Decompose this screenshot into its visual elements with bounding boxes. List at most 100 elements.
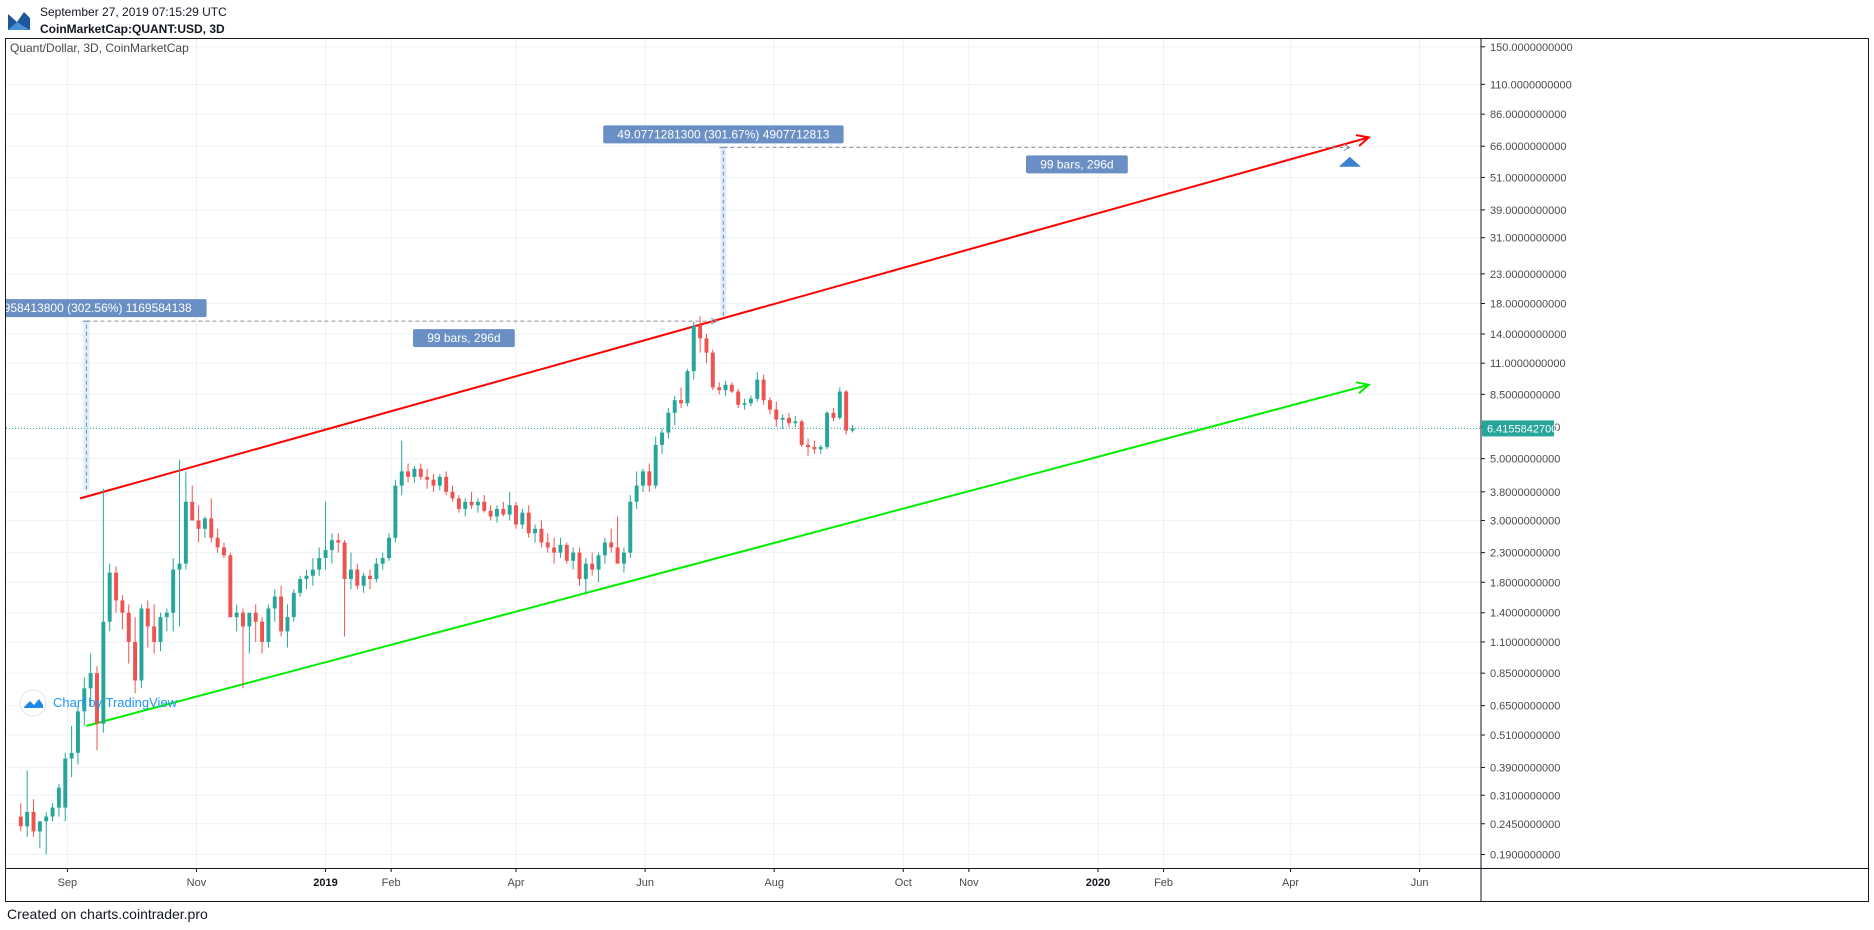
y-tick-label: 1.8000000000	[1490, 577, 1560, 589]
candle-body	[704, 338, 709, 353]
candle-body	[18, 816, 23, 827]
candle-body	[755, 379, 760, 399]
candle-body	[825, 412, 830, 448]
y-tick-label: 3.8000000000	[1490, 487, 1560, 499]
candle-body	[37, 821, 42, 832]
x-tick-label: Oct	[895, 877, 912, 889]
candle-body	[666, 412, 671, 433]
bars-label-box	[1026, 155, 1128, 174]
y-tick-label: 23.0000000000	[1490, 269, 1566, 281]
measure-label-text: 49.0771281300 (301.67%) 4907712813	[617, 127, 830, 141]
support-arrowhead	[1355, 381, 1372, 395]
chart-header: September 27, 2019 07:15:29 UTC CoinMark…	[0, 0, 1874, 40]
candle-body	[222, 547, 226, 556]
candle-body	[304, 575, 309, 579]
y-tick-label: 2.3000000000	[1490, 548, 1560, 560]
measure-label-box	[603, 125, 844, 144]
candle-body	[209, 518, 214, 538]
candle-body	[761, 379, 766, 401]
candle-body	[806, 444, 811, 448]
y-tick-label: 0.3100000000	[1490, 790, 1560, 802]
candle-body	[691, 325, 696, 372]
candle-body	[602, 542, 607, 556]
candle-body	[742, 403, 747, 405]
candle-body	[177, 563, 182, 570]
candle-body	[228, 555, 233, 618]
candle-body	[774, 409, 779, 420]
candle-body	[564, 544, 569, 561]
current-price-label: 6.4155842700	[1487, 423, 1557, 435]
candle-body	[107, 572, 112, 622]
candle-body	[736, 391, 741, 405]
candle-body	[621, 552, 626, 564]
candle-body	[482, 501, 487, 511]
alert-triangle-icon	[1338, 156, 1361, 167]
candle-body	[82, 688, 87, 712]
candle-body	[50, 807, 55, 817]
resistance-trendline	[79, 136, 1370, 500]
candle-body	[393, 485, 398, 538]
candle-body	[406, 471, 411, 477]
candle-body	[748, 398, 753, 404]
candle-body	[596, 555, 601, 570]
candle-body	[850, 428, 855, 431]
x-tick-label: Aug	[764, 877, 784, 889]
x-tick-label: Apr	[507, 877, 524, 889]
candle-body	[31, 811, 36, 832]
candle-body	[253, 612, 258, 622]
candle-body	[120, 600, 125, 613]
cloud-icon	[24, 699, 43, 708]
y-tick-label: 86.0000000000	[1490, 109, 1566, 121]
tradingview-watermark[interactable]: Chart by TradingView	[19, 689, 178, 717]
candle-body	[533, 528, 538, 534]
candle-body	[780, 417, 785, 420]
candle-body	[139, 608, 144, 681]
candle-body	[425, 476, 430, 480]
candle-body	[469, 501, 474, 506]
x-tick-label: Feb	[382, 877, 401, 889]
candle-body	[88, 673, 93, 689]
x-tick-label: Sep	[58, 877, 78, 889]
candle-body	[247, 612, 252, 627]
candle-body	[717, 387, 722, 391]
candle-body	[323, 550, 328, 559]
candle-body	[171, 569, 176, 613]
chart-canvas[interactable]: 11.6958413800 (302.56%) 1169584138 99 bar…	[6, 39, 1868, 901]
watermark-text: Chart by TradingView	[53, 695, 178, 710]
candle-body	[279, 596, 284, 632]
y-tick-label: 14.0000000000	[1490, 329, 1566, 341]
support-trendline	[86, 383, 1370, 727]
candle-body	[571, 552, 576, 561]
bars-label-text: 99 bars, 296d	[427, 331, 500, 345]
y-tick-label: 0.1900000000	[1490, 850, 1560, 862]
candle-body	[539, 528, 544, 543]
candle-body	[679, 400, 684, 404]
y-tick-label: 0.3900000000	[1490, 762, 1560, 774]
candle-body	[418, 468, 423, 477]
current-price-badge	[1482, 420, 1554, 437]
candle-body	[101, 621, 106, 724]
candle-body	[628, 501, 633, 553]
candle-body	[368, 575, 372, 579]
candle-body	[710, 352, 715, 388]
candle-body	[291, 592, 296, 618]
x-tick-label: 2019	[313, 877, 337, 889]
chart-frame[interactable]: 11.6958413800 (302.56%) 1169584138 99 bar…	[5, 38, 1869, 902]
price-axis[interactable]: 150.0000000000 110.0000000000 86.000000000…	[1480, 39, 1573, 901]
candle-body	[342, 542, 347, 579]
y-tick-label: 66.0000000000	[1490, 141, 1566, 153]
bars-label-box	[413, 329, 515, 348]
candle-body	[158, 617, 163, 642]
time-axis[interactable]: Sep Nov 2019 Feb Apr Jun Aug Oct Nov 2020 Feb Apr Ju…	[6, 868, 1868, 889]
candle-body	[590, 563, 595, 570]
measure-label-text: 11.6958413800 (302.56%) 1169584138	[6, 301, 192, 315]
candle-body	[520, 512, 525, 525]
candle-body	[145, 608, 150, 627]
candle-body	[317, 558, 322, 570]
trendlines	[79, 134, 1372, 727]
x-tick-label: 2020	[1086, 877, 1110, 889]
candle-body	[463, 501, 468, 509]
x-tick-label: Jun	[1411, 877, 1429, 889]
candle-body	[260, 621, 265, 642]
candle-body	[723, 384, 728, 391]
